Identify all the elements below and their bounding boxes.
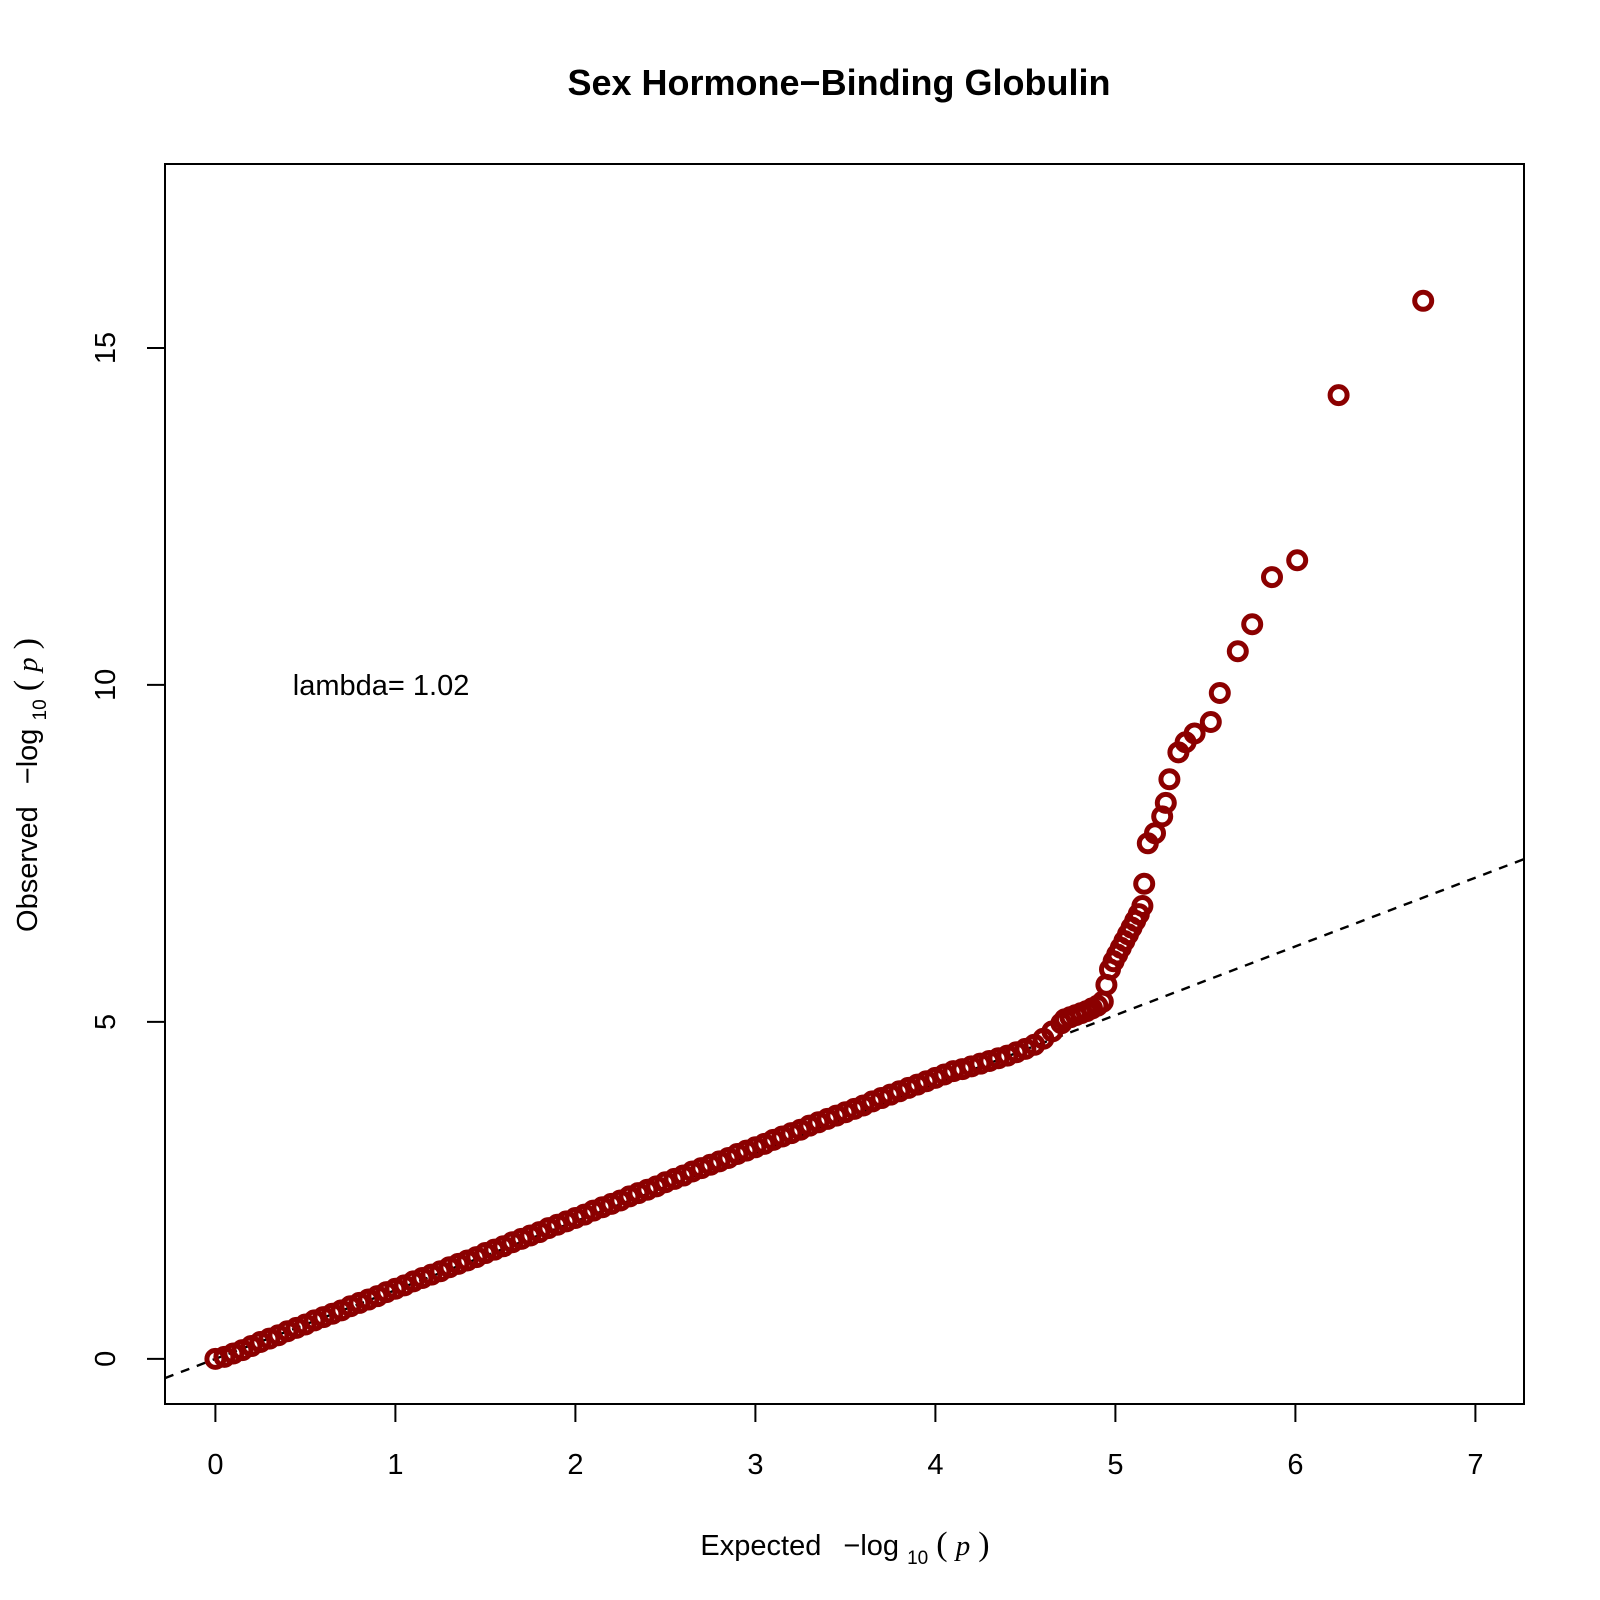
x-tick-label-1: 1 [387,1449,403,1481]
y-tick-label-2: 10 [90,669,122,701]
data-point-122 [1183,722,1206,745]
x-tick-label-2: 2 [567,1449,583,1481]
y-axis: 0 5 10 15 [90,332,166,1367]
y-axis-label-open: ( [8,680,45,691]
data-point-125 [1226,640,1249,663]
y-tick-label-0: 0 [90,1351,122,1367]
data-point-127 [1261,566,1283,589]
y-tick-label-1: 5 [90,1014,122,1030]
y-axis-label-log: −log [12,729,44,785]
x-tick-label-5: 5 [1107,1449,1123,1481]
y-tick-label-3: 15 [90,332,122,364]
x-axis-label-sub: 10 [907,1548,928,1569]
x-axis-label-prefix: Expected [700,1530,821,1562]
x-axis-label-open: ( [936,1526,947,1563]
x-tick-label-6: 6 [1287,1449,1303,1481]
data-point-126 [1241,613,1264,636]
chart-title: Sex Hormone−Binding Globulin [567,62,1110,103]
x-axis-label-close: ) [978,1526,989,1563]
data-point-129 [1327,384,1350,407]
x-axis: 0 1 2 3 4 5 6 7 [207,1403,1483,1481]
x-tick-label-4: 4 [927,1449,943,1481]
data-point-113 [1131,894,1154,917]
lambda-annotation: lambda= 1.02 [293,670,470,702]
data-point-128 [1286,549,1309,572]
y-axis-label-prefix: Observed [12,806,44,932]
x-axis-label-log: −log [843,1530,899,1562]
x-axis-label-var: p [954,1530,971,1562]
x-tick-label-0: 0 [207,1449,223,1481]
x-tick-label-3: 3 [747,1449,763,1481]
data-point-114 [1133,872,1156,895]
data-points [204,289,1435,1370]
data-point-119 [1158,768,1181,791]
x-tick-label-7: 7 [1467,1449,1483,1481]
y-axis-label-close: ) [8,638,45,649]
data-point-124 [1208,682,1231,705]
plot-frame [164,163,1525,1405]
data-point-118 [1154,791,1177,814]
data-point-116 [1144,822,1166,845]
data-point-130 [1412,289,1435,312]
x-axis-label: Expected −log 10 ( p ) [700,1526,989,1571]
y-axis-label: Observed −log 10 ( p ) [8,638,53,932]
y-axis-label-var: p [12,657,44,674]
y-axis-label-sub: 10 [30,699,51,720]
reference-line [164,857,1525,1380]
data-point-123 [1199,711,1222,733]
